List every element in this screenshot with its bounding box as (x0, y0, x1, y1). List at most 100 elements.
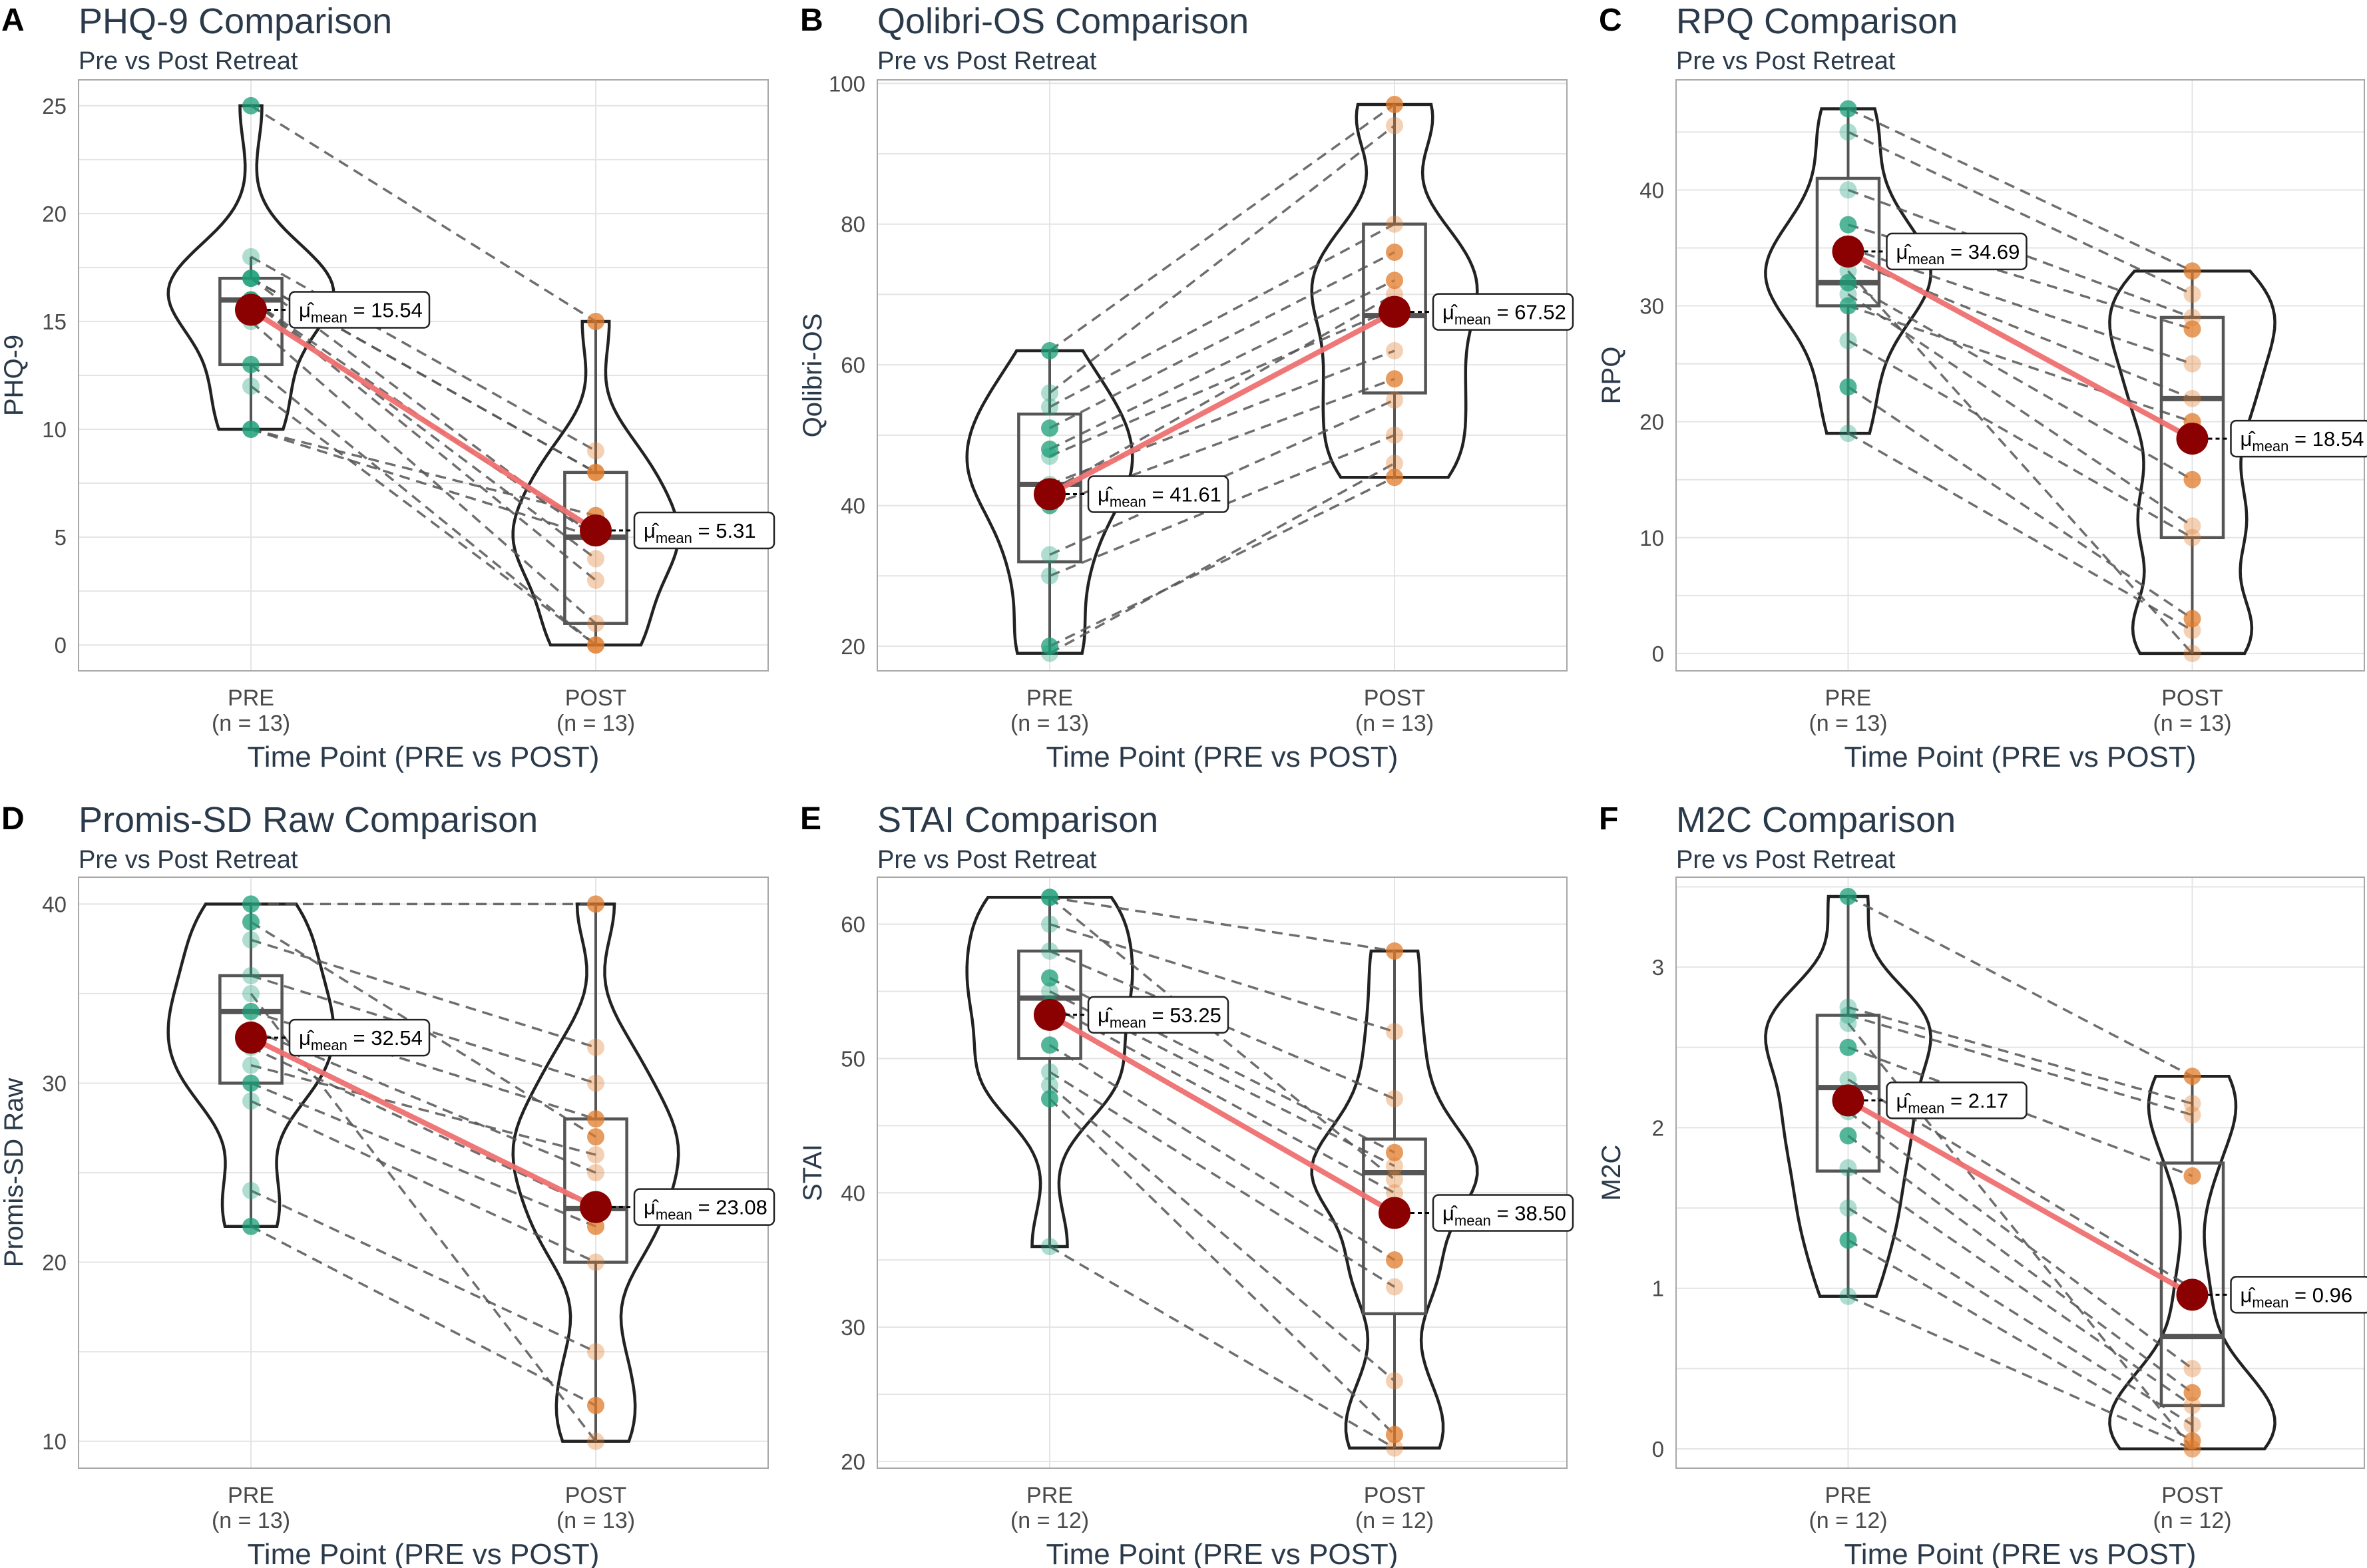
point-pre (1839, 1159, 1857, 1177)
point-post (587, 1343, 604, 1361)
point-pre (1041, 1076, 1058, 1094)
x-axis-label: Time Point (PRE vs POST) (1844, 741, 2197, 773)
point-pre (242, 967, 260, 984)
point-post (1386, 1184, 1403, 1202)
point-pre (1041, 888, 1058, 906)
panel-letter: E (800, 801, 821, 837)
mean-label-box (1886, 232, 2028, 271)
point-pre (1041, 1036, 1058, 1054)
point-pre (1839, 1014, 1857, 1032)
mean-trend-line (1048, 309, 1396, 497)
point-post (587, 550, 604, 568)
point-pre (242, 984, 260, 1002)
paired-line (1049, 1004, 1395, 1194)
y-axis-label: Promis-SD Raw (0, 1078, 29, 1268)
paired-line (250, 938, 596, 1049)
point-pre (1041, 1238, 1058, 1255)
point-post (2183, 1106, 2201, 1124)
point-post (1386, 1372, 1403, 1390)
x-tick-n-label: (n = 13) (212, 1508, 290, 1533)
y-axis-label: Qolibri-OS (798, 313, 827, 438)
point-pre (1041, 342, 1058, 359)
y-axis-label: STAI (798, 1144, 827, 1201)
point-post (587, 1396, 604, 1414)
point-post (2183, 1416, 2201, 1434)
mean-label-box (1432, 1194, 1574, 1232)
paired-line (1049, 950, 1395, 1100)
mean-point-post (1379, 1197, 1410, 1229)
point-post (2183, 1440, 2201, 1458)
point-pre (1839, 274, 1857, 292)
mean-label-post: μ̂mean = 5.31 (644, 519, 756, 546)
point-post (1386, 1439, 1403, 1457)
paired-line (1049, 223, 1395, 409)
panel-subtitle: Pre vs Post Retreat (877, 47, 1097, 75)
point-pre (1839, 1231, 1857, 1249)
y-tick-label: 30 (841, 1315, 865, 1340)
paired-line (1847, 1167, 2193, 1407)
y-tick-label: 40 (1639, 178, 1664, 202)
paired-line (250, 104, 596, 323)
point-pre (1041, 441, 1058, 458)
x-tick-label: PRE (1825, 686, 1872, 711)
point-post (2183, 1384, 2201, 1402)
paired-line (250, 385, 597, 646)
point-post (2183, 389, 2201, 407)
point-post (1386, 942, 1403, 960)
panel-a: A PHQ-9 Comparison Pre vs Post Retreat 0 5 10… (0, 1, 775, 773)
plot-frame (877, 79, 1568, 672)
point-post (1386, 272, 1403, 290)
paired-line (250, 363, 597, 646)
point-post (2183, 528, 2201, 546)
mean-point-post (580, 1191, 612, 1223)
x-tick-label: POST (1364, 1483, 1426, 1508)
point-pre (1839, 297, 1857, 315)
point-post (587, 1038, 604, 1056)
mean-label-box (633, 1188, 775, 1226)
y-tick-label: 100 (829, 71, 865, 96)
paired-line (250, 428, 596, 517)
point-post (1386, 469, 1403, 487)
point-pre (1839, 181, 1857, 199)
mean-label-box (2230, 419, 2367, 458)
point-post (2183, 1440, 2201, 1458)
point-post (1386, 1278, 1403, 1296)
paired-line (1848, 1014, 2193, 1116)
paired-line (1049, 922, 1395, 1033)
mean-point-post (2176, 1278, 2209, 1311)
x-tick-label: PRE (228, 1483, 274, 1508)
y-tick-label: 60 (841, 912, 865, 937)
mean-label-box (1432, 293, 1574, 331)
boxplot-pre (1017, 412, 1082, 564)
mean-trend-line (249, 307, 598, 533)
paired-line (1847, 895, 2193, 1078)
point-pre (1839, 1006, 1857, 1024)
point-post (587, 463, 604, 481)
point-pre (1839, 100, 1857, 118)
point-pre (1041, 982, 1058, 1000)
point-pre (1041, 1090, 1058, 1107)
point-pre (242, 1074, 260, 1092)
panel-b: B Qolibri-OS Comparison Pre vs Post Retrea… (798, 1, 1574, 773)
paired-line (1847, 1110, 2193, 1370)
paired-line (1049, 476, 1395, 648)
point-pre (1839, 425, 1857, 443)
x-tick-n-label: (n = 12) (1355, 1508, 1434, 1533)
y-axis-label: RPQ (1597, 347, 1626, 405)
x-tick-label: POST (1364, 686, 1426, 711)
panel-f: F M2C Comparison Pre vs Post Retreat 0 1 2 3 M2… (1597, 800, 2367, 1568)
panel-letter: F (1599, 801, 1618, 837)
point-pre (1839, 123, 1857, 141)
mean-label-pre: μ̂mean = 2.17 (1896, 1089, 2009, 1116)
point-post (2183, 320, 2201, 338)
paired-line (1048, 1084, 1396, 1382)
x-tick-n-label: (n = 13) (1355, 711, 1434, 736)
boxplot-post (1362, 1137, 1427, 1316)
paired-line (1847, 432, 2193, 632)
mean-trend-line (250, 1035, 597, 1210)
mean-label-post: μ̂mean = 38.50 (1442, 1202, 1566, 1229)
point-pre (1041, 419, 1058, 437)
point-post (587, 1146, 604, 1164)
y-tick-label: 30 (42, 1071, 67, 1095)
